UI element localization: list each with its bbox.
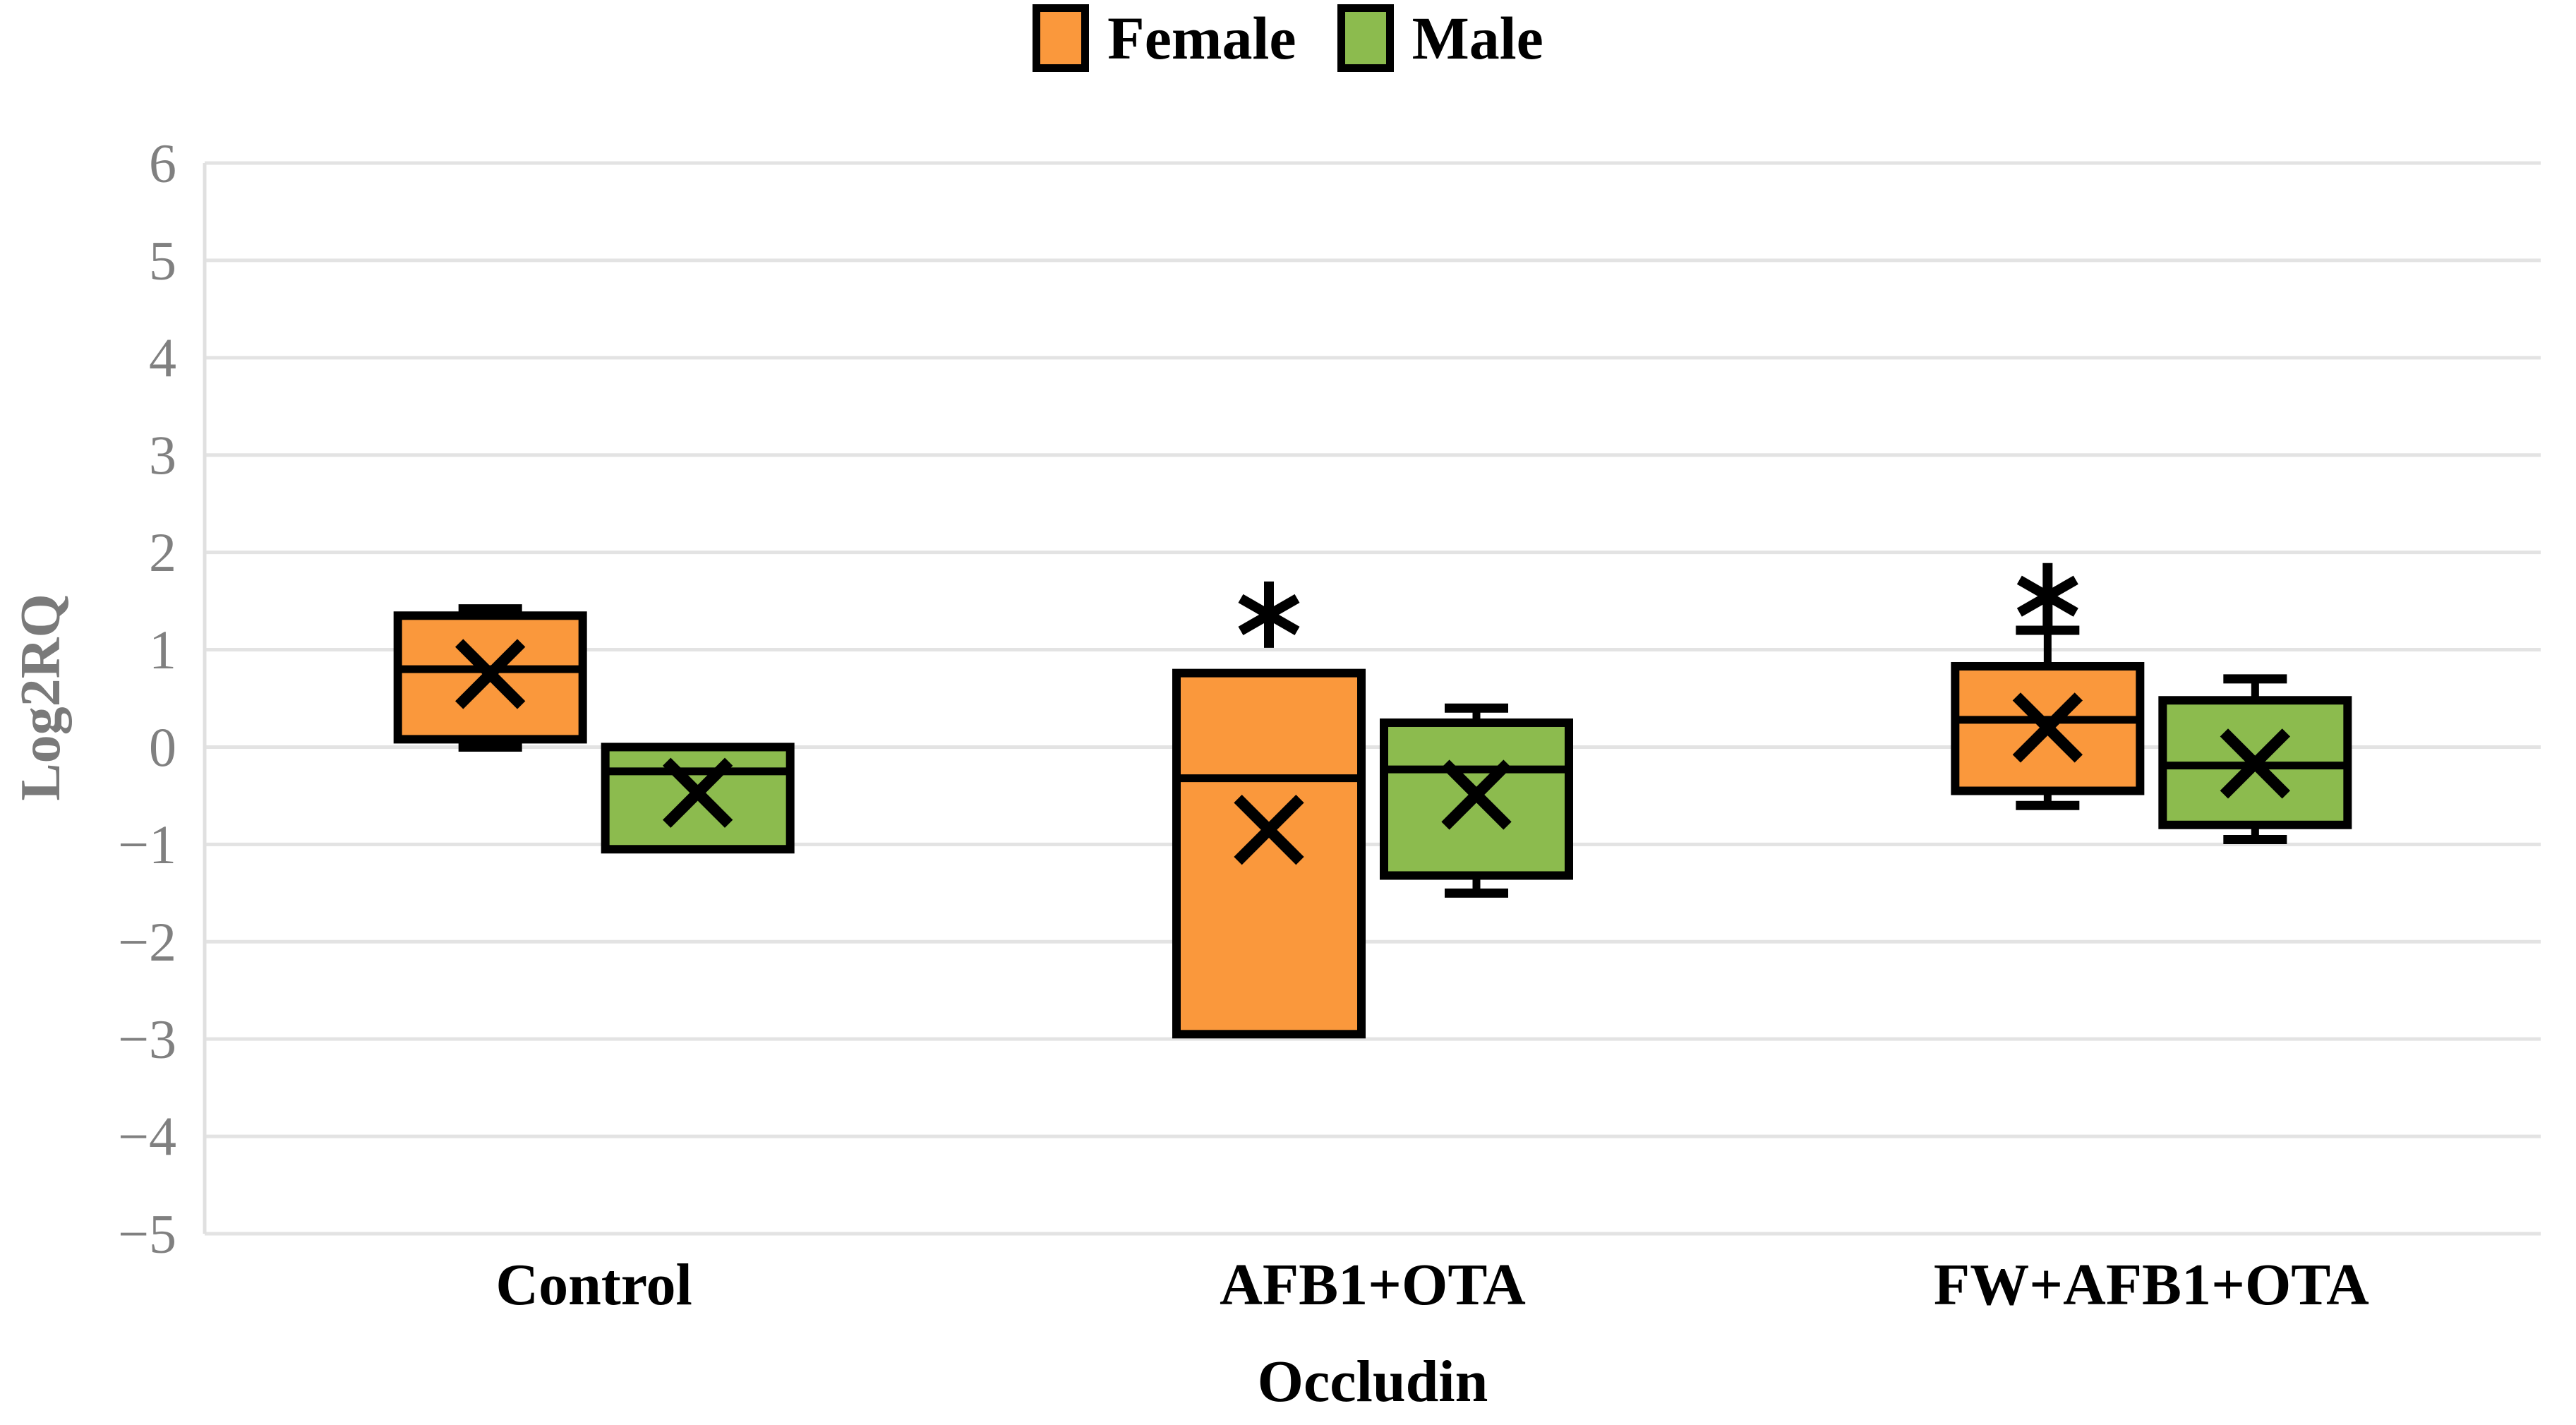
y-tick-label: 4	[149, 327, 176, 388]
legend-swatch-male	[1337, 4, 1394, 72]
legend-swatch-female	[1033, 4, 1090, 72]
y-tick-label: −4	[118, 1106, 176, 1167]
y-tick-label: 3	[149, 424, 176, 486]
y-tick-label: 2	[149, 522, 176, 583]
mean-marker-afb1-ota-male	[1441, 759, 1512, 830]
x-category-label: Control	[495, 1252, 692, 1318]
significance-asterisk-afb1-ota-female	[1238, 594, 1300, 635]
significance-asterisk-fw-afb1-ota-female	[2016, 575, 2078, 617]
y-tick-label: 5	[149, 229, 176, 291]
legend-item-male: Male	[1337, 4, 1543, 72]
y-tick-label: −5	[118, 1203, 176, 1265]
mean-marker-control-male	[663, 757, 733, 828]
box-afb1-ota-female	[1172, 668, 1366, 1039]
y-tick-label: 0	[149, 716, 176, 778]
y-tick-label: 1	[149, 619, 176, 680]
x-category-label: FW+AFB1+OTA	[1934, 1252, 2369, 1318]
legend: Female Male	[0, 1, 2576, 75]
x-axis-title: Occludin	[1257, 1349, 1488, 1414]
y-tick-label: −3	[118, 1009, 176, 1070]
mean-marker-fw-afb1-ota-female	[2012, 692, 2083, 763]
y-axis-title: Log2RQ	[10, 594, 72, 801]
legend-label-female: Female	[1107, 4, 1296, 72]
mean-marker-control-female	[455, 639, 526, 709]
y-tick-label: −1	[118, 814, 176, 875]
mean-marker-fw-afb1-ota-male	[2220, 728, 2290, 799]
x-category-label: AFB1+OTA	[1220, 1252, 1526, 1318]
y-tick-label: 6	[149, 133, 176, 194]
legend-item-female: Female	[1033, 4, 1296, 72]
legend-label-male: Male	[1412, 4, 1543, 72]
y-tick-label: −2	[118, 911, 176, 973]
mean-marker-afb1-ota-female	[1234, 795, 1304, 865]
